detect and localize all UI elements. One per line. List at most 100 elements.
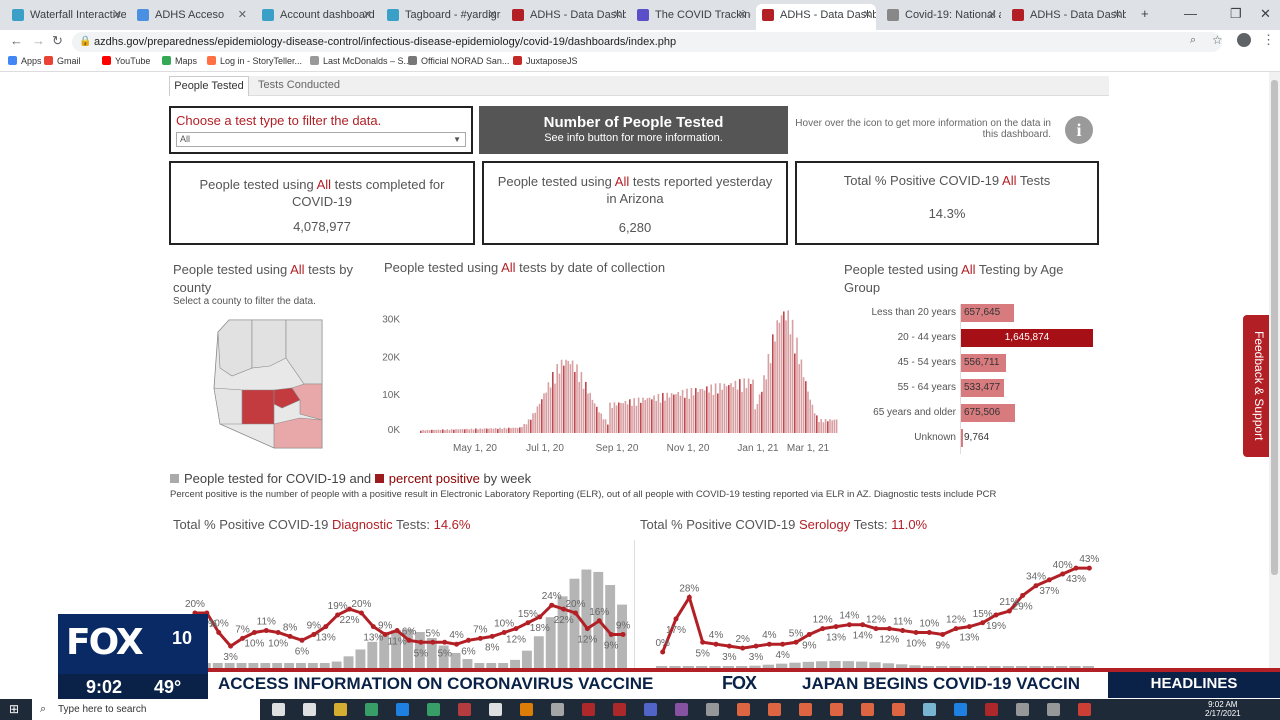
daily-bar[interactable] [525,424,528,433]
percent-point[interactable] [1006,608,1012,614]
daily-bar[interactable] [464,429,466,433]
weekly-tested-bar[interactable] [856,661,868,669]
weekly-tested-bar[interactable] [498,663,509,669]
bookmark-item[interactable]: Official NORAD San... [408,56,509,66]
daily-bar[interactable] [692,395,695,433]
daily-bar[interactable] [530,419,532,433]
daily-bar[interactable] [571,360,574,433]
daily-bar[interactable] [829,419,831,433]
daily-bar[interactable] [556,364,558,433]
weekly-tested-bar[interactable] [922,666,934,669]
daily-bar[interactable] [818,422,820,433]
daily-bar[interactable] [824,419,827,433]
weekly-tested-bar[interactable] [1069,666,1081,669]
daily-bar[interactable] [501,428,503,433]
daily-bar[interactable] [831,420,833,433]
daily-bar[interactable] [763,375,765,433]
weekly-tested-bar[interactable] [581,569,592,669]
percent-point[interactable] [926,630,932,635]
percent-point[interactable] [501,630,507,635]
percent-point[interactable] [673,616,679,622]
weekly-tested-bar[interactable] [722,666,734,669]
daily-bar[interactable] [679,395,682,433]
daily-bar[interactable] [626,404,629,433]
weekly-tested-bar[interactable] [510,659,520,669]
age-bar-row[interactable]: Unknown 9,764 [844,429,1104,449]
percent-point[interactable] [966,624,972,630]
percent-point[interactable] [886,626,892,632]
daily-bar[interactable] [783,311,785,433]
daily-bar[interactable] [560,359,563,433]
weekly-tested-bar[interactable] [462,659,473,669]
weekly-tested-bar[interactable] [533,636,544,669]
percent-point[interactable] [323,624,329,630]
weekly-tested-bar[interactable] [816,661,828,669]
daily-bar[interactable] [807,391,809,433]
daily-bar[interactable] [734,380,737,433]
daily-bar[interactable] [785,320,787,433]
daily-bar[interactable] [719,383,721,433]
percent-point[interactable] [740,645,746,651]
daily-bar[interactable] [587,393,589,433]
percent-point[interactable] [537,614,543,620]
daily-bar[interactable] [800,359,803,433]
percent-point[interactable] [833,624,839,630]
percent-point[interactable] [1086,565,1092,571]
daily-bar[interactable] [732,387,734,433]
weekly-tested-bar[interactable] [617,604,627,669]
daily-bar[interactable] [582,388,585,433]
weekly-tested-bar[interactable] [762,664,774,669]
weekly-tested-bar[interactable] [749,665,761,669]
daily-bar[interactable] [684,397,686,433]
daily-bar[interactable] [442,429,444,433]
daily-bar[interactable] [448,430,451,433]
taskbar-app-icon[interactable] [334,703,347,716]
weekly-tested-bar[interactable] [319,663,330,669]
taskbar-app-icon[interactable] [830,703,843,716]
test-type-select[interactable]: All ▼ [176,132,466,147]
daily-bar[interactable] [780,315,783,433]
daily-bar[interactable] [536,406,539,433]
daily-bar[interactable] [741,392,743,433]
daily-bar[interactable] [811,404,814,433]
daily-bar[interactable] [787,310,789,433]
percent-point[interactable] [263,628,269,634]
percent-point[interactable] [465,637,471,643]
percent-point[interactable] [780,641,786,647]
tab-close-icon[interactable]: ✕ [487,9,497,21]
daily-bar[interactable] [450,429,453,433]
taskbar-search[interactable]: ⌕ Type here to search [32,699,260,720]
weekly-tested-bar[interactable] [696,666,708,669]
daily-bar[interactable] [686,388,688,433]
tab-close-icon[interactable]: ✕ [112,9,122,21]
weekly-tested-bar[interactable] [682,666,694,669]
daily-bar[interactable] [827,421,829,433]
bookmark-item[interactable]: Log in - StoryTeller... [207,56,302,66]
tab-close-icon[interactable]: ✕ [862,9,872,21]
percent-point[interactable] [1033,583,1039,589]
percent-point[interactable] [940,631,946,637]
weekly-tested-bar[interactable] [474,663,485,669]
weekly-tested-bar[interactable] [842,661,854,669]
percent-point[interactable] [846,622,852,628]
daily-bar[interactable] [710,384,712,433]
daily-bar[interactable] [739,379,741,433]
diagnostic-weekly-chart[interactable]: 20% 20% 10% 3% 7% 10% 11% 10% 8% 6% 9% 13% 19% 22% 20%… [169,540,632,669]
taskbar-app-icon[interactable] [985,703,998,716]
daily-bar[interactable] [721,389,723,433]
daily-bar[interactable] [701,388,704,433]
daily-bar[interactable] [633,398,635,433]
tab-close-icon[interactable]: ✕ [612,9,622,21]
tab-close-icon[interactable]: ✕ [737,9,747,21]
weekly-tested-bar[interactable] [605,585,616,669]
scrollbar-thumb[interactable] [1271,80,1278,575]
daily-bar[interactable] [769,363,772,433]
percent-point[interactable] [287,633,293,639]
weekly-tested-bar[interactable] [1002,666,1014,669]
daily-bar[interactable] [446,429,448,433]
daily-bar[interactable] [576,364,578,433]
menu-icon[interactable]: ⋮ [1262,32,1275,47]
daily-bar[interactable] [428,430,431,433]
age-bar-row[interactable]: Less than 20 years 657,645 [844,304,1104,324]
daily-bar[interactable] [798,364,800,433]
